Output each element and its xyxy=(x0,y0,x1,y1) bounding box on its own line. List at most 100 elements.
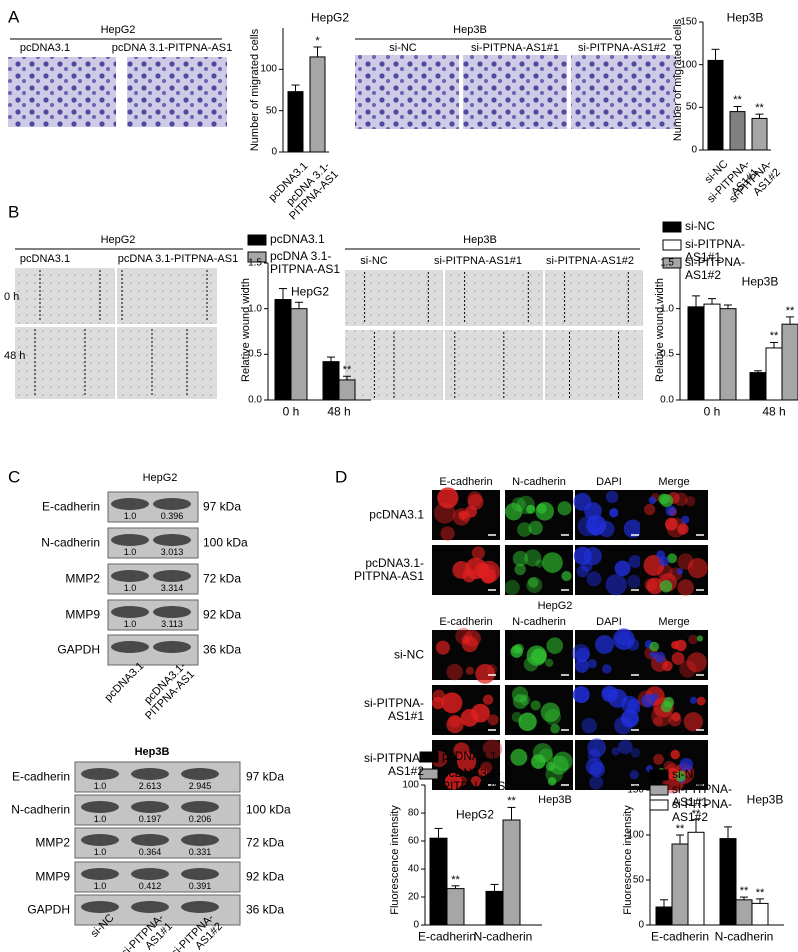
bar xyxy=(671,843,689,926)
legend-label: pcDNA3.1-PITPNA-AS1 xyxy=(442,766,513,794)
cell xyxy=(434,502,456,524)
kda-label: 97 kDa xyxy=(203,499,242,514)
y-tick-label: 40 xyxy=(407,863,419,875)
wound-image xyxy=(345,270,443,326)
condition-label: pcDNA3.1 xyxy=(19,41,71,54)
blot-title: Hep3B xyxy=(134,745,170,758)
y-tick-label: 150 xyxy=(627,784,644,796)
cell xyxy=(644,578,658,592)
blot-band xyxy=(181,801,219,813)
cell xyxy=(654,651,666,663)
cell xyxy=(553,751,573,772)
band-ratio: 2.613 xyxy=(138,781,162,792)
legend-label: pcDNA3.1 xyxy=(270,232,325,246)
legend-swatch xyxy=(247,251,267,263)
wound-image xyxy=(545,330,643,400)
cell xyxy=(440,526,455,541)
significance-label: ** xyxy=(342,364,352,377)
bar xyxy=(703,303,721,401)
wound-image xyxy=(545,270,643,326)
band-ratio: 1.0 xyxy=(123,583,137,594)
y-axis-label: Fluorescence intensity xyxy=(388,805,401,915)
blot-band xyxy=(181,834,219,846)
time-label: 48 h xyxy=(4,349,26,362)
legend-label: si-NC xyxy=(672,767,702,781)
cell xyxy=(444,772,462,790)
bar xyxy=(707,59,724,151)
protein-label: N-cadherin xyxy=(41,535,100,550)
cell xyxy=(679,660,697,678)
y-tick-label: 1.5 xyxy=(660,257,674,269)
cell xyxy=(585,757,604,776)
cell xyxy=(621,695,639,714)
cell xyxy=(688,634,699,645)
band-ratio: 0.391 xyxy=(188,881,212,892)
band-ratio: 0.331 xyxy=(188,847,212,858)
significance-label: ** xyxy=(755,102,764,115)
cell xyxy=(458,510,468,520)
legend-label: si-NC xyxy=(685,219,715,233)
cell xyxy=(677,523,689,535)
condition-label: si-PITPNA-AS1#1 xyxy=(433,254,523,267)
x-tick-label: 0 h xyxy=(282,404,300,419)
condition-label: pcDNA 3.1-PITPNA-AS1 xyxy=(111,41,233,54)
legend-swatch xyxy=(649,799,669,811)
cell xyxy=(663,760,676,773)
cell xyxy=(605,490,619,504)
bar xyxy=(274,299,292,401)
chart-title: HepG2 xyxy=(310,10,350,25)
blot-band xyxy=(153,498,191,510)
cell xyxy=(510,748,528,766)
band-ratio: 3.314 xyxy=(160,583,184,594)
blot-band xyxy=(153,641,191,653)
bar xyxy=(719,308,737,401)
legend-swatch xyxy=(419,768,439,780)
cell xyxy=(628,555,642,568)
blot-band xyxy=(111,534,149,546)
x-tick-label: N-cadherin xyxy=(473,929,533,944)
blot-band xyxy=(153,570,191,582)
cell xyxy=(514,563,526,576)
cell xyxy=(482,694,494,705)
cell xyxy=(627,638,640,651)
y-tick-label: 1.0 xyxy=(248,303,262,315)
cell xyxy=(623,519,643,538)
cell xyxy=(573,492,592,511)
wound-image xyxy=(445,330,543,400)
legend-swatch xyxy=(662,239,682,251)
bar xyxy=(290,308,308,401)
legend-swatch xyxy=(662,221,682,233)
bar xyxy=(338,379,356,401)
cell xyxy=(477,767,488,778)
blot-title: HepG2 xyxy=(142,471,178,484)
wound-image xyxy=(117,327,217,399)
legend-label: si-PITPNA-AS1#2 xyxy=(672,797,732,825)
band-ratio: 3.013 xyxy=(160,547,184,558)
protein-label: GAPDH xyxy=(57,642,100,657)
cell xyxy=(660,701,673,713)
y-axis-label: Relative wound width xyxy=(653,278,666,382)
group-title: HepG2 xyxy=(537,599,573,612)
cell xyxy=(677,579,694,596)
wound-image xyxy=(117,268,217,324)
bar xyxy=(309,56,326,153)
cell xyxy=(504,502,523,521)
chart-title: HepG2 xyxy=(290,284,330,299)
cell xyxy=(648,496,657,505)
cell xyxy=(517,522,532,537)
cell xyxy=(609,508,619,518)
group-title: Hep3B xyxy=(453,23,487,36)
legend-swatch xyxy=(662,257,682,269)
legend-label: si-PITPNA-AS1#2 xyxy=(685,255,745,283)
stain-label: Merge xyxy=(658,615,690,628)
kda-label: 97 kDa xyxy=(246,769,285,784)
legend-label: pcDNA3.1 xyxy=(442,749,497,763)
blot-band xyxy=(181,868,219,880)
blot-band xyxy=(111,498,149,510)
cell xyxy=(667,553,677,564)
cell xyxy=(510,645,523,658)
blot-band xyxy=(81,868,119,880)
stain-label: DAPI xyxy=(596,615,622,628)
cell xyxy=(576,565,589,578)
cell xyxy=(595,635,614,655)
